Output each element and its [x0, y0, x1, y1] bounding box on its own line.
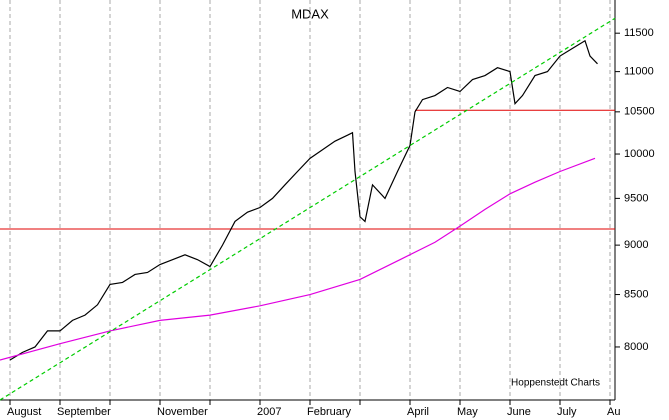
x-tick-label: May: [457, 406, 478, 418]
x-tick-label: April: [407, 406, 429, 418]
x-tick-label: November: [157, 406, 208, 418]
x-tick-label: September: [57, 406, 111, 418]
y-tick-label: 10000: [624, 148, 655, 160]
series-line: [0, 157, 596, 361]
x-tick-label: June: [507, 406, 531, 418]
y-tick-label: 10500: [624, 106, 655, 118]
y-tick-label: 9500: [624, 192, 648, 204]
annotation: Hoppenstedt Charts: [511, 378, 600, 389]
y-tick-label: 8500: [624, 288, 648, 300]
y-tick-label: 11000: [624, 66, 654, 78]
x-tick-label: July: [557, 406, 577, 418]
y-tick-label: 8000: [624, 341, 648, 353]
x-tick-label: February: [307, 406, 352, 418]
chart-title: MDAX: [291, 6, 329, 21]
series-line: [9, 39, 598, 361]
x-tick-label: 2007: [257, 406, 281, 418]
y-tick-label: 9000: [624, 239, 648, 251]
series-line: [0, 17, 616, 401]
x-tick-label: Au: [607, 406, 620, 418]
y-tick-label: 11500: [624, 27, 654, 39]
x-tick-label: August: [7, 406, 41, 418]
